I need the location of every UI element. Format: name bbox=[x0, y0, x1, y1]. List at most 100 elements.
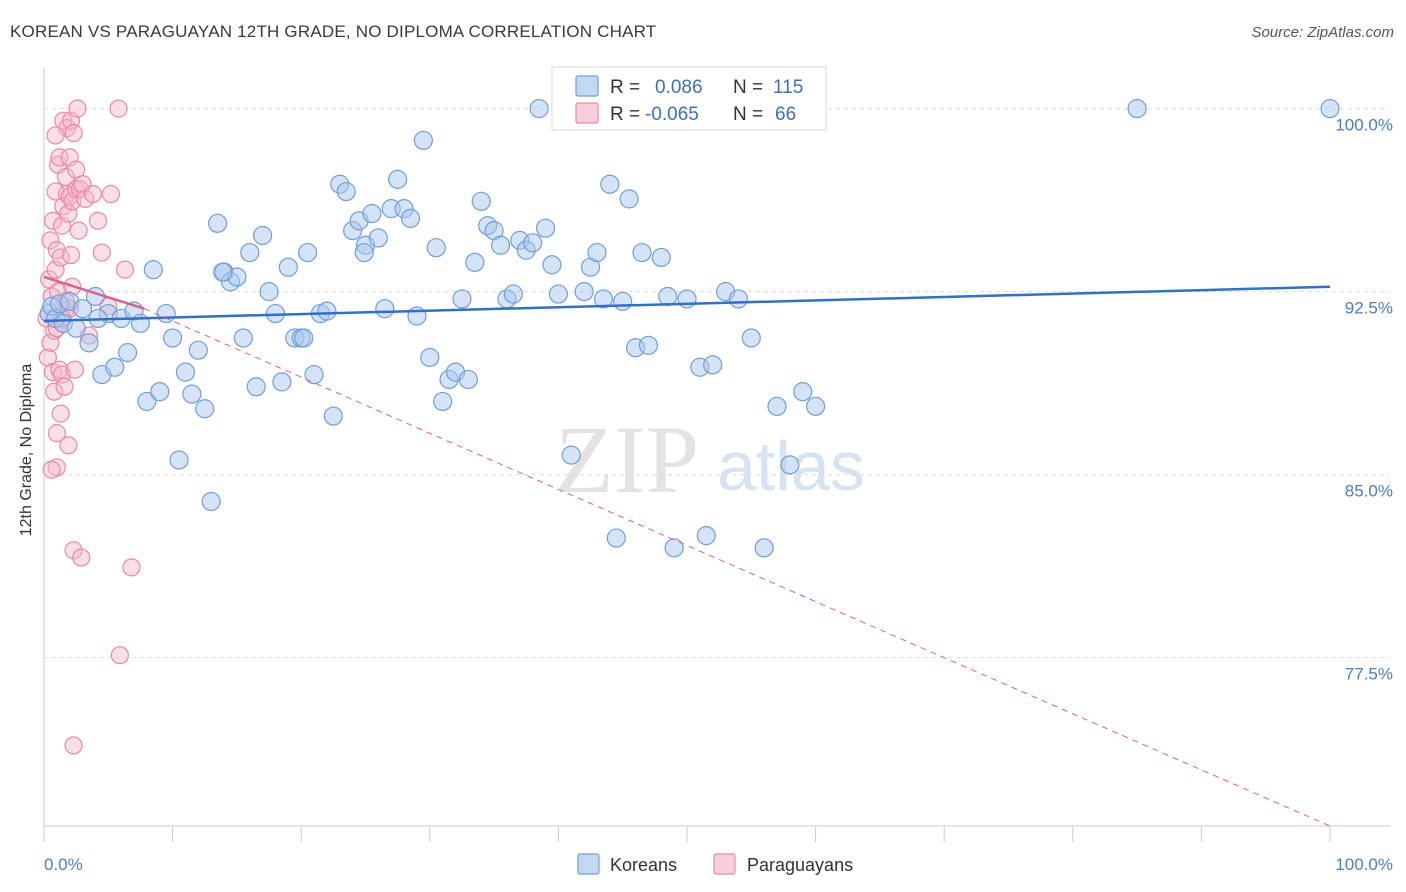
paraguayans-point-57 bbox=[101, 184, 120, 204]
paraguayans-point-37 bbox=[61, 245, 81, 265]
paraguayans-point-53 bbox=[83, 184, 102, 204]
koreans-point-58 bbox=[400, 208, 421, 229]
koreans-point-107 bbox=[793, 382, 813, 402]
koreans-point-83 bbox=[574, 282, 594, 302]
paraguayans-point-18 bbox=[50, 148, 69, 167]
koreans-point-82 bbox=[561, 445, 581, 465]
paraguayans-point-19 bbox=[50, 360, 69, 379]
koreans-point-53 bbox=[368, 228, 388, 248]
legend-r-label-koreans: R = bbox=[610, 77, 640, 98]
koreans-point-27 bbox=[201, 491, 221, 512]
paraguayans-point-46 bbox=[68, 99, 87, 118]
koreans-point-89 bbox=[613, 291, 633, 311]
koreans-point-54 bbox=[375, 299, 395, 319]
paraguayans-point-27 bbox=[55, 377, 74, 396]
koreans-point-72 bbox=[490, 235, 511, 255]
paraguayans-trend-line-dashed bbox=[144, 308, 1331, 827]
series-koreans bbox=[39, 99, 1340, 558]
source-label: Source: ZipAtlas.com bbox=[1251, 24, 1394, 41]
y-tick-label-2: 92.5% bbox=[1345, 299, 1393, 318]
paraguayans-point-61 bbox=[110, 646, 129, 665]
koreans-point-102 bbox=[728, 289, 749, 309]
paraguayans-point-4 bbox=[41, 231, 60, 250]
koreans-point-109 bbox=[1127, 99, 1147, 119]
koreans-point-86 bbox=[593, 289, 614, 309]
paraguayans-point-43 bbox=[65, 360, 84, 379]
koreans-point-88 bbox=[606, 528, 626, 548]
koreans-point-79 bbox=[535, 218, 556, 238]
legend-r-value-koreans: 0.086 bbox=[655, 77, 703, 98]
x-tick-labels: 0.0% 100.0% bbox=[44, 855, 1393, 874]
koreans-point-45 bbox=[317, 301, 337, 321]
koreans-point-110 bbox=[1320, 99, 1340, 119]
koreans-point-36 bbox=[259, 282, 279, 302]
koreans-point-100 bbox=[703, 355, 723, 375]
legend-r-label-paraguayans: R = bbox=[610, 104, 640, 125]
paraguayans-point-11 bbox=[46, 182, 65, 201]
trend-lines bbox=[43, 275, 1331, 827]
paraguayans-point-47 bbox=[69, 221, 88, 240]
koreans-point-67 bbox=[458, 369, 478, 390]
koreans-point-112 bbox=[294, 328, 314, 348]
koreans-point-95 bbox=[658, 286, 678, 307]
koreans-point-74 bbox=[503, 284, 523, 304]
legend-n-value-paraguayans: 66 bbox=[775, 104, 796, 125]
koreans-point-81 bbox=[548, 284, 569, 304]
paraguayans-point-60 bbox=[122, 558, 141, 577]
koreans-point-93 bbox=[638, 335, 659, 355]
koreans-point-113 bbox=[213, 262, 233, 282]
y-tick-label-1: 85.0% bbox=[1345, 482, 1393, 501]
koreans-point-66 bbox=[452, 289, 472, 309]
koreans-point-61 bbox=[420, 347, 440, 368]
koreans-point-78 bbox=[529, 99, 549, 119]
paraguayans-point-7 bbox=[43, 211, 63, 230]
koreans-point-68 bbox=[465, 252, 485, 272]
chart-title: KOREAN VS PARAGUAYAN 12TH GRADE, NO DIPL… bbox=[10, 22, 657, 41]
koreans-point-80 bbox=[542, 255, 562, 275]
paraguayans-point-62 bbox=[64, 736, 83, 755]
koreans-point-69 bbox=[471, 191, 491, 211]
legend-n-label-paraguayans: N = bbox=[733, 104, 763, 125]
legend-n-value-koreans: 115 bbox=[773, 77, 803, 98]
koreans-point-42 bbox=[298, 242, 318, 263]
koreans-point-12 bbox=[105, 357, 125, 377]
legend-n-label-koreans: N = bbox=[733, 77, 763, 98]
paraguayans-point-42 bbox=[64, 123, 83, 143]
koreans-point-24 bbox=[182, 384, 202, 404]
x-tick-label-1: 100.0% bbox=[1335, 855, 1393, 874]
paraguayans-point-59 bbox=[115, 260, 135, 279]
koreans-point-25 bbox=[188, 340, 208, 360]
koreans-point-18 bbox=[143, 260, 163, 280]
koreans-point-33 bbox=[240, 242, 260, 263]
koreans-point-14 bbox=[117, 343, 138, 363]
koreans-point-92 bbox=[632, 242, 652, 263]
paraguayans-trend-line bbox=[43, 275, 145, 310]
koreans-point-94 bbox=[651, 247, 671, 268]
koreans-point-20 bbox=[156, 303, 176, 324]
koreans-point-105 bbox=[767, 396, 787, 416]
koreans-point-17 bbox=[137, 391, 157, 412]
koreans-point-96 bbox=[664, 538, 684, 558]
koreans-point-99 bbox=[696, 526, 716, 546]
paraguayans-point-9 bbox=[45, 382, 64, 401]
paraguayans-point-41 bbox=[64, 541, 83, 560]
koreans-point-7 bbox=[72, 299, 93, 319]
stats-legend: R = 0.086 N = 115 R = -0.065 N = 66 bbox=[551, 66, 827, 131]
koreans-point-22 bbox=[169, 450, 189, 470]
bottom-legend-label-koreans: Koreans bbox=[610, 855, 677, 875]
watermark: ZIP atlas bbox=[555, 406, 865, 513]
koreans-point-114 bbox=[354, 242, 374, 263]
legend-swatch-paraguayans bbox=[575, 102, 599, 124]
bottom-legend-swatch-paraguayans bbox=[713, 853, 736, 875]
koreans-point-48 bbox=[336, 181, 356, 202]
koreans-point-77 bbox=[523, 233, 543, 253]
koreans-point-23 bbox=[175, 362, 196, 382]
paraguayans-point-21 bbox=[51, 404, 70, 423]
legend-r-value-paraguayans: -0.065 bbox=[645, 104, 699, 125]
paraguayans-point-34 bbox=[60, 187, 79, 206]
koreans-point-52 bbox=[362, 203, 382, 224]
koreans-point-34 bbox=[246, 377, 266, 397]
koreans-point-26 bbox=[195, 399, 215, 419]
paraguayans-point-12 bbox=[47, 424, 66, 443]
koreans-point-32 bbox=[233, 328, 253, 348]
